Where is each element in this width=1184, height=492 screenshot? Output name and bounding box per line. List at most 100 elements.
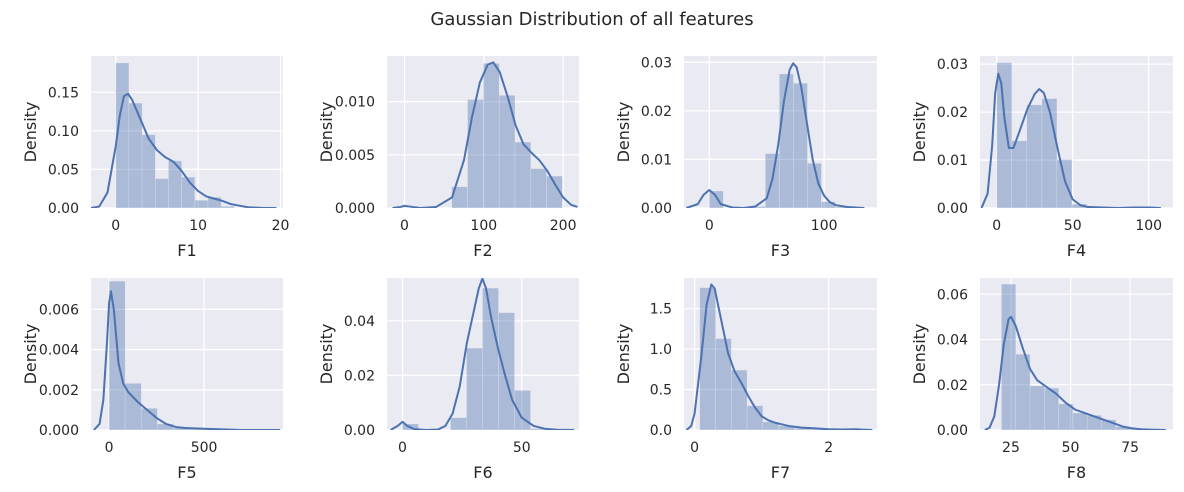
histogram-bar (483, 63, 500, 208)
x-tick-label: 2 (824, 440, 833, 456)
y-tick-label: 0.03 (641, 55, 672, 71)
kde-curve (93, 290, 281, 430)
y-tick-label: 0.010 (335, 95, 375, 111)
plot-area (387, 56, 579, 208)
y-tick-label: 0.00 (641, 201, 672, 217)
subplot-f7: 0 2 0.0 0.5 1.0 1.5 F7 Density (614, 278, 877, 482)
histogram-bar (466, 347, 483, 430)
y-tick-label: 1.5 (650, 302, 672, 318)
y-tick-label: 0.03 (937, 57, 968, 73)
y-tick-label: 0.000 (39, 423, 79, 439)
kde-curve (984, 315, 1166, 430)
x-tick-label: 0 (111, 218, 120, 234)
y-tick-label: 0.06 (937, 287, 968, 303)
subplot-f4: 0 50 100 0.00 0.01 0.02 0.03 F4 Density (910, 56, 1173, 260)
x-axis-label: F3 (771, 241, 790, 260)
x-tick-label: 0 (105, 440, 114, 456)
histogram-bar (1029, 385, 1045, 430)
subplot-f5: 0 500 0.000 0.002 0.004 0.006 F5 Density (21, 278, 283, 482)
subplot-f1: 0 10 20 0.00 0.05 0.10 0.15 F1 Density (21, 56, 289, 260)
y-axis-label: Density (614, 324, 633, 385)
histogram-bar (450, 417, 467, 430)
x-tick-label: 200 (550, 218, 577, 234)
x-tick-label: 0 (400, 218, 409, 234)
x-tick-label: 100 (470, 218, 497, 234)
histogram-bar (207, 196, 222, 208)
y-tick-label: 0.04 (344, 314, 375, 330)
subplot-f3: 0 100 0.00 0.01 0.02 0.03 F3 Density (614, 55, 877, 260)
histogram-bar (514, 141, 532, 208)
y-tick-label: 0.004 (39, 343, 79, 359)
x-tick-label: 20 (272, 218, 290, 234)
y-tick-label: 0.02 (937, 378, 968, 394)
x-axis-label: F2 (473, 241, 492, 260)
subplot-f2: 0 100 200 0.000 0.005 0.010 F2 Density (317, 56, 579, 260)
y-tick-label: 0.00 (344, 423, 375, 439)
y-tick-label: 0.002 (39, 383, 79, 399)
y-tick-label: 0.0 (650, 423, 672, 439)
histogram-bar (154, 178, 169, 208)
histogram-bar (708, 190, 724, 208)
histogram-bar (467, 99, 484, 208)
x-tick-label: 10 (189, 218, 207, 234)
y-tick-label: 0.04 (937, 333, 968, 349)
histogram-bar (715, 338, 732, 430)
x-axis-label: F7 (771, 463, 790, 482)
y-tick-label: 0.00 (937, 423, 968, 439)
x-tick-label: 500 (191, 440, 218, 456)
y-tick-label: 0.00 (937, 201, 968, 217)
subplot-f6: 0 50 0.00 0.02 0.04 F6 Density (317, 278, 579, 482)
x-tick-label: 0 (705, 218, 714, 234)
plot-area (91, 278, 283, 430)
histogram-bar (141, 134, 156, 208)
y-tick-label: 0.005 (335, 148, 375, 164)
histogram-bar (124, 383, 142, 430)
x-axis-label: F5 (177, 463, 196, 482)
y-tick-label: 0.02 (937, 105, 968, 121)
histogram-bar (793, 82, 808, 208)
x-axis-label: F4 (1067, 241, 1086, 260)
histogram-bar (1056, 159, 1073, 208)
plot-area (387, 278, 579, 430)
y-axis-label: Density (614, 102, 633, 163)
histogram-bar (746, 405, 764, 430)
y-tick-label: 1.0 (650, 342, 672, 358)
y-tick-label: 0.15 (48, 85, 79, 101)
histogram-bar (996, 62, 1013, 208)
plot-area (980, 56, 1173, 208)
x-tick-label: 100 (811, 218, 838, 234)
histogram-bars (451, 63, 563, 208)
x-tick-label: 0 (992, 218, 1001, 234)
histogram-bar (1011, 140, 1028, 208)
y-tick-label: 0.02 (344, 368, 375, 384)
y-axis-label: Density (317, 324, 336, 385)
y-tick-label: 0.006 (39, 302, 79, 318)
histogram-bars (115, 62, 235, 208)
histogram-bar (220, 206, 235, 208)
x-tick-label: 50 (1064, 218, 1082, 234)
histogram-bar (1026, 104, 1043, 208)
x-axis-label: F1 (177, 241, 196, 260)
x-axis-label: F6 (473, 463, 492, 482)
histogram-bars (402, 287, 547, 430)
x-tick-label: 50 (513, 440, 531, 456)
kde-curve (980, 72, 1161, 208)
y-tick-label: 0.5 (650, 383, 672, 399)
histogram-bar (1001, 283, 1017, 430)
y-axis-label: Density (910, 324, 929, 385)
y-tick-label: 0.00 (48, 201, 79, 217)
histogram-bar (1072, 412, 1088, 430)
histogram-bars (996, 62, 1148, 208)
histogram-bar (699, 287, 716, 430)
x-tick-label: 50 (1062, 440, 1080, 456)
y-axis-label: Density (317, 102, 336, 163)
y-axis-label: Density (910, 102, 929, 163)
x-tick-label: 25 (1002, 440, 1020, 456)
kde-curve (685, 62, 865, 208)
y-tick-label: 0.10 (48, 124, 79, 140)
histogram-bar (546, 175, 563, 208)
histogram-bar (530, 168, 547, 208)
subplot-f8: 25 50 75 0.00 0.02 0.04 0.06 F8 Density (910, 278, 1173, 482)
y-tick-label: 0.01 (937, 153, 968, 169)
